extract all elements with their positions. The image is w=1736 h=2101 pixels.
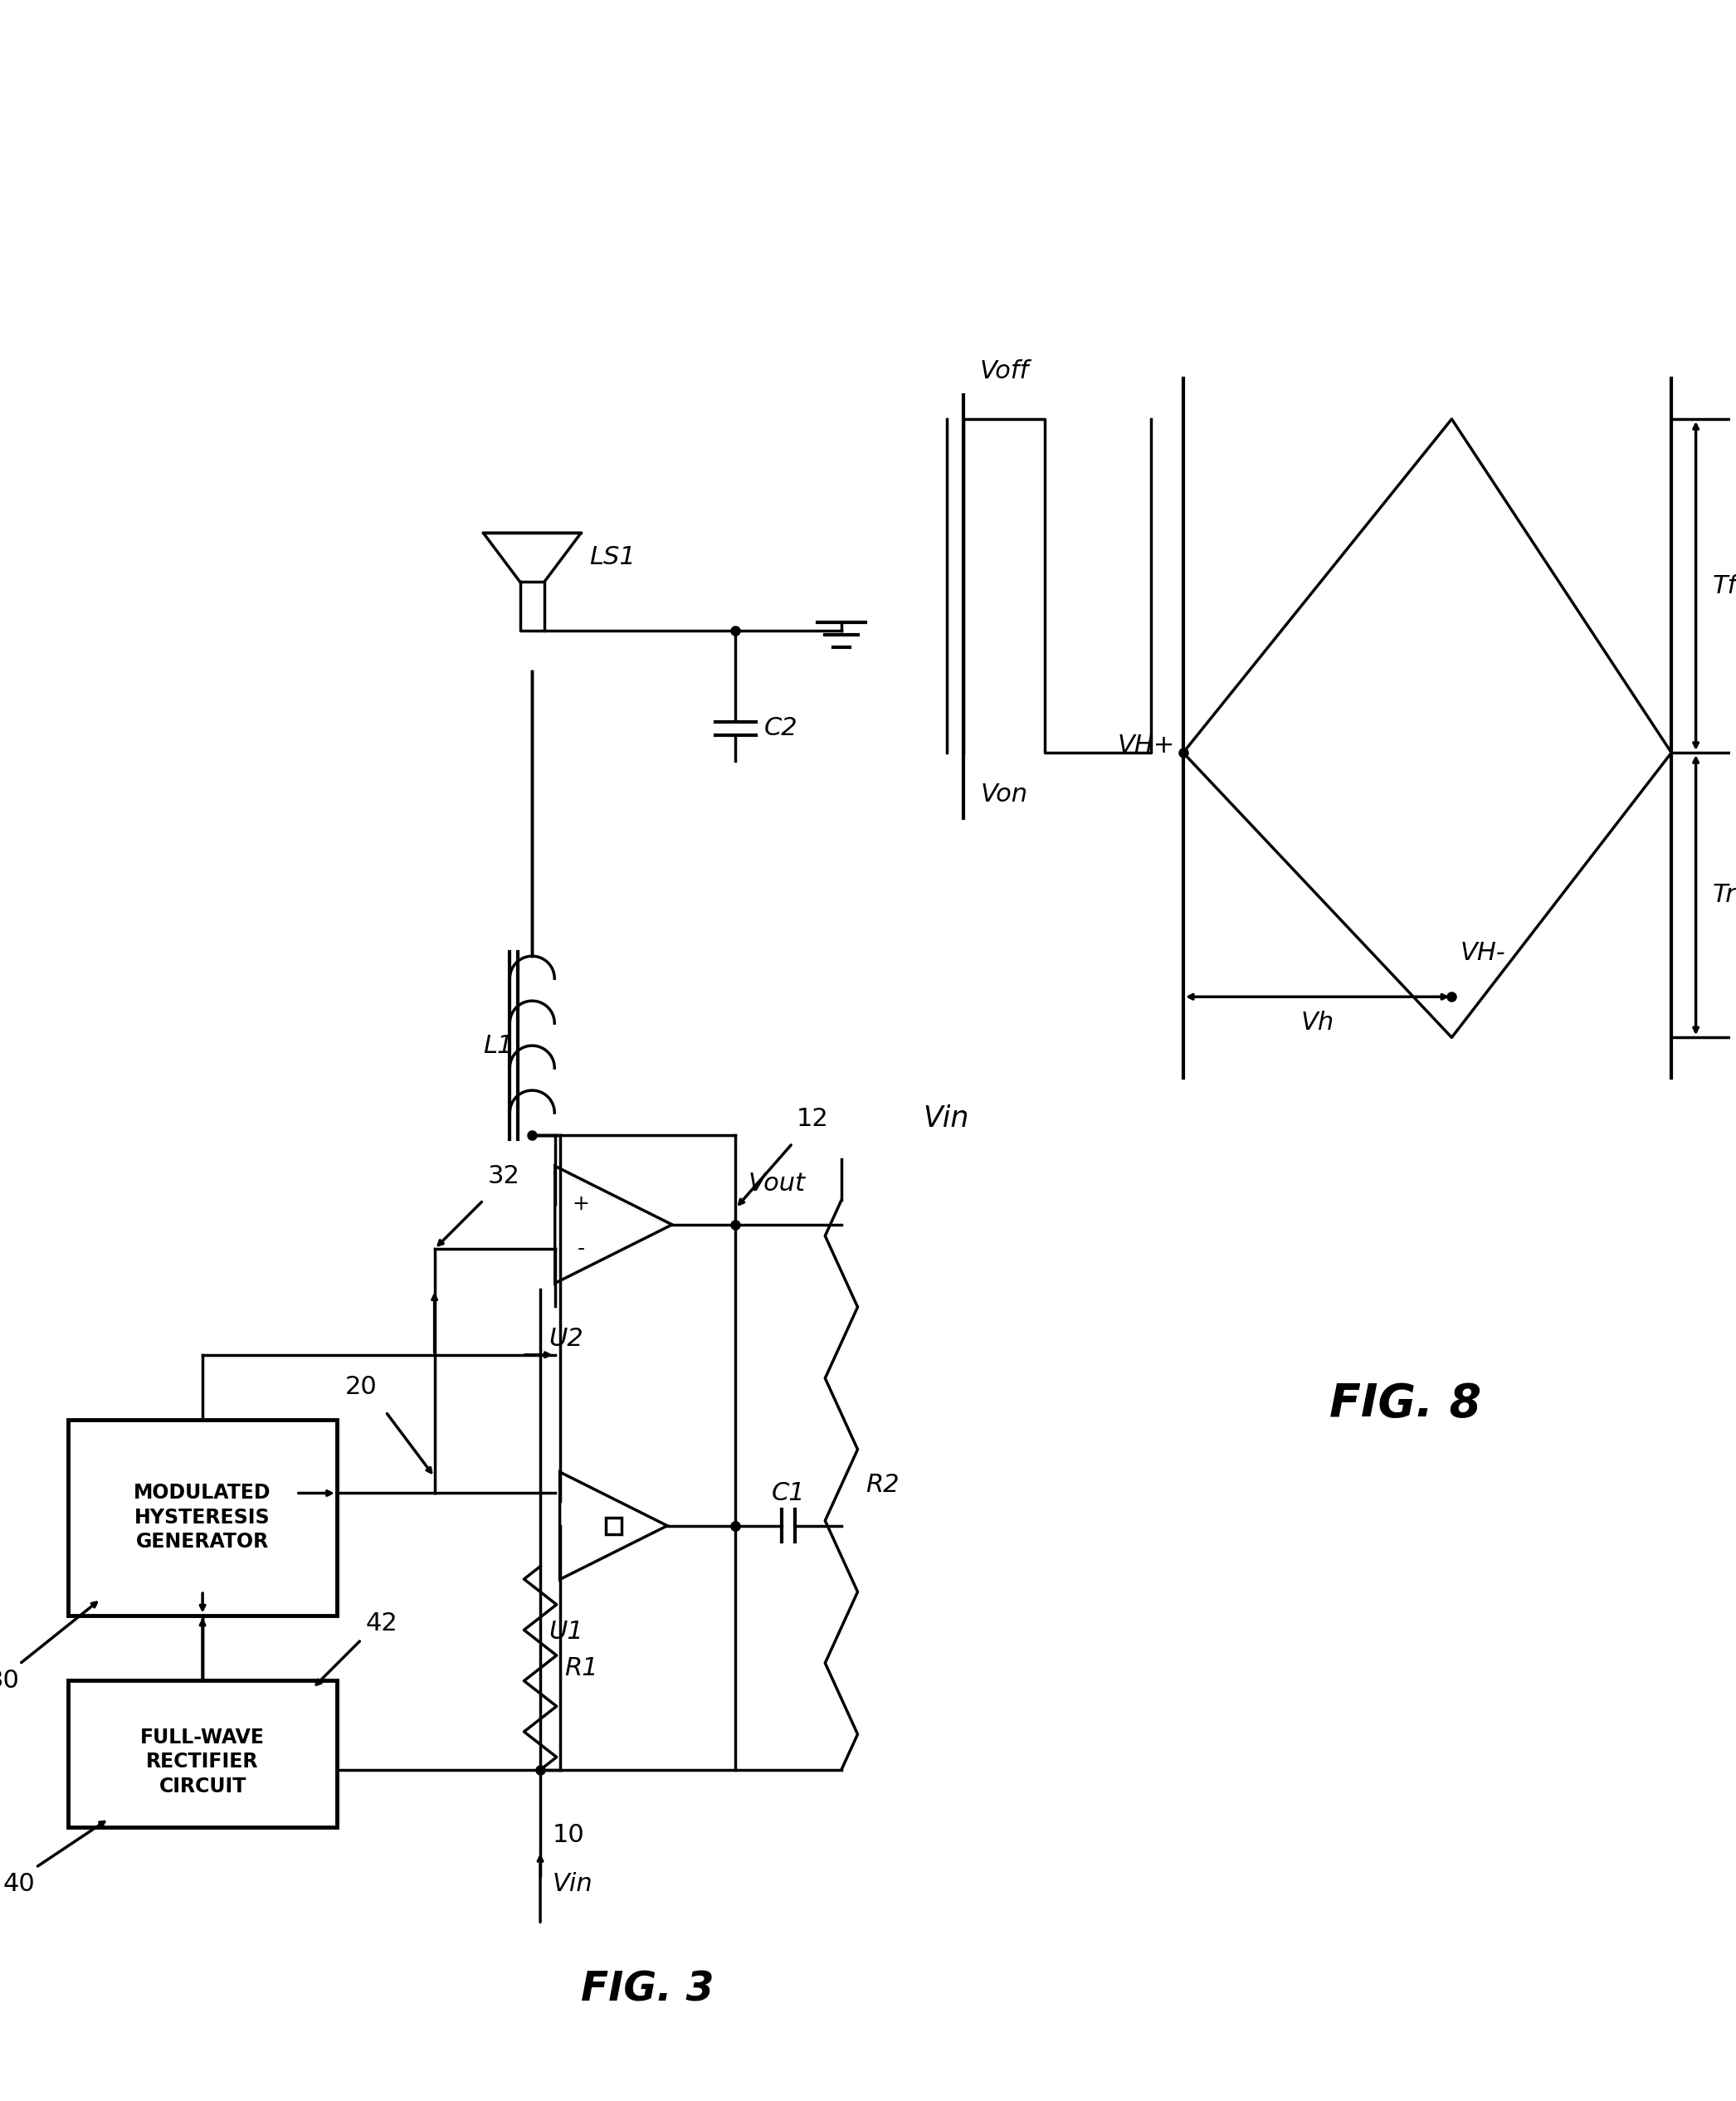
Text: 42: 42 bbox=[365, 1611, 398, 1635]
Bar bbox=[68, 1420, 337, 1616]
Text: +: + bbox=[573, 1193, 590, 1214]
Text: R1: R1 bbox=[564, 1656, 599, 1681]
Text: U1: U1 bbox=[549, 1620, 583, 1643]
Text: 40: 40 bbox=[3, 1872, 35, 1895]
Text: MODULATED: MODULATED bbox=[134, 1483, 271, 1502]
Bar bbox=[606, 1517, 621, 1534]
Text: GENERATOR: GENERATOR bbox=[135, 1532, 269, 1553]
Text: Vin: Vin bbox=[924, 1105, 969, 1132]
Text: 12: 12 bbox=[797, 1107, 828, 1130]
Text: C1: C1 bbox=[771, 1481, 806, 1504]
Text: 10: 10 bbox=[552, 1824, 585, 1847]
Text: FIG. 3: FIG. 3 bbox=[582, 1969, 713, 2009]
Text: FIG. 8: FIG. 8 bbox=[1330, 1380, 1481, 1427]
Text: U2: U2 bbox=[549, 1326, 583, 1351]
Text: R2: R2 bbox=[866, 1473, 899, 1498]
Text: Vin: Vin bbox=[552, 1872, 594, 1895]
Text: Vh: Vh bbox=[1300, 1011, 1335, 1034]
Text: Tr: Tr bbox=[1712, 882, 1736, 908]
Text: CIRCUIT: CIRCUIT bbox=[160, 1775, 247, 1796]
Text: L1: L1 bbox=[483, 1034, 514, 1057]
Text: Vout: Vout bbox=[748, 1172, 806, 1195]
Text: Voff: Voff bbox=[979, 359, 1029, 382]
Text: Tf: Tf bbox=[1712, 574, 1736, 599]
Text: 20: 20 bbox=[345, 1376, 377, 1399]
Text: 32: 32 bbox=[488, 1164, 519, 1187]
Text: FULL-WAVE: FULL-WAVE bbox=[141, 1727, 266, 1748]
Text: -: - bbox=[576, 1240, 585, 1258]
Text: LS1: LS1 bbox=[589, 546, 635, 569]
Text: HYSTERESIS: HYSTERESIS bbox=[135, 1509, 271, 1527]
Bar bbox=[68, 1681, 337, 1826]
Text: VH+: VH+ bbox=[1118, 733, 1175, 758]
Text: 30: 30 bbox=[0, 1668, 19, 1691]
Text: VH-: VH- bbox=[1460, 941, 1505, 964]
Text: Von: Von bbox=[981, 782, 1028, 807]
Text: RECTIFIER: RECTIFIER bbox=[146, 1752, 259, 1771]
Text: C2: C2 bbox=[764, 716, 799, 740]
